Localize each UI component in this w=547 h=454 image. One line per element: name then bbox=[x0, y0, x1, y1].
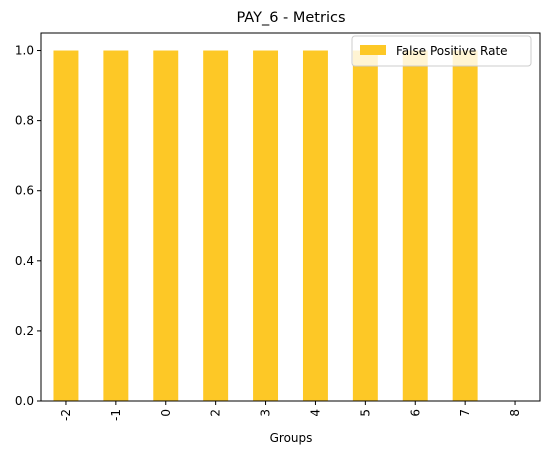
y-tick-label: 0.0 bbox=[15, 394, 34, 408]
x-tick-label: -1 bbox=[109, 409, 123, 421]
y-tick-label: 0.4 bbox=[15, 254, 34, 268]
x-tick-label: 8 bbox=[508, 409, 522, 417]
bar-2 bbox=[203, 50, 229, 402]
x-tick-label: 4 bbox=[308, 409, 322, 417]
bars-group bbox=[53, 50, 478, 402]
x-tick-label: 7 bbox=[458, 409, 472, 417]
y-tick-label: 0.2 bbox=[15, 324, 34, 338]
y-tick-label: 0.8 bbox=[15, 114, 34, 128]
x-axis-ticks: -2 -1 0 2 3 4 5 6 7 8 bbox=[59, 401, 522, 421]
x-tick-label: 6 bbox=[408, 409, 422, 417]
bar-6 bbox=[402, 50, 428, 402]
x-axis-title: Groups bbox=[270, 431, 313, 445]
bar-3 bbox=[253, 50, 279, 402]
chart-title: PAY_6 - Metrics bbox=[236, 10, 345, 26]
bar--1 bbox=[103, 50, 129, 402]
bar-5 bbox=[352, 50, 378, 402]
plot-frame bbox=[40, 32, 541, 402]
x-tick-label: 0 bbox=[159, 409, 173, 417]
legend-box bbox=[351, 35, 532, 67]
y-tick-label: 0.6 bbox=[15, 184, 34, 198]
x-tick-label: 3 bbox=[259, 409, 273, 417]
bar-7 bbox=[452, 50, 478, 402]
legend-swatch bbox=[360, 45, 386, 55]
x-tick-label: 5 bbox=[358, 409, 372, 417]
bar-0 bbox=[153, 50, 179, 402]
bar--2 bbox=[53, 50, 79, 402]
y-axis-ticks: 0.0 0.2 0.4 0.6 0.8 1.0 bbox=[15, 44, 41, 408]
legend: False Positive Rate bbox=[351, 35, 532, 67]
bar-4 bbox=[302, 50, 328, 402]
x-tick-label: -2 bbox=[59, 409, 73, 421]
x-tick-label: 2 bbox=[209, 409, 223, 417]
y-tick-label: 1.0 bbox=[15, 44, 34, 58]
legend-label: False Positive Rate bbox=[396, 44, 508, 58]
